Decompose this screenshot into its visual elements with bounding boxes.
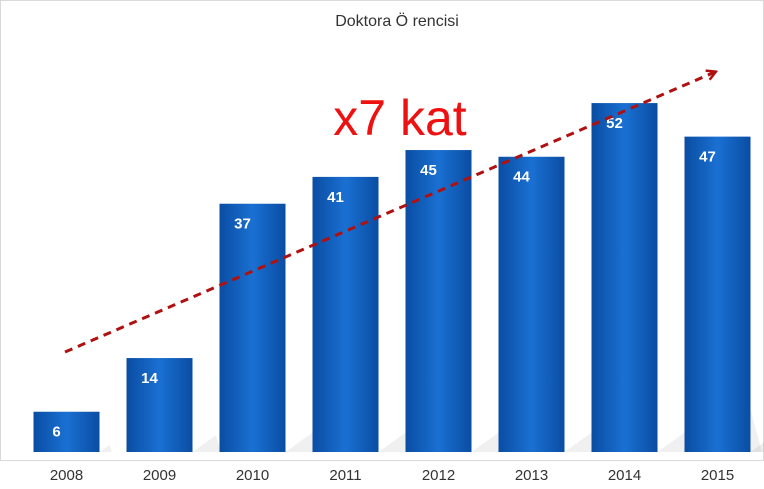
x-tick-label: 2011 [329, 467, 361, 484]
data-label: 37 [234, 216, 251, 233]
bar [405, 150, 472, 453]
bar [684, 136, 751, 452]
data-label: 45 [420, 162, 437, 179]
chart-title: Doktora Ö rencisi [335, 12, 459, 30]
x-tick-label: 2014 [608, 467, 641, 484]
bar-shadow [750, 442, 764, 452]
bar [312, 176, 379, 452]
data-label: 14 [141, 370, 158, 387]
x-tick-label: 2012 [422, 467, 455, 484]
bar [219, 203, 286, 452]
x-tick-label: 2013 [515, 467, 548, 484]
data-label: 52 [606, 115, 623, 132]
bar [33, 411, 100, 452]
bar [591, 103, 658, 452]
data-label: 44 [513, 169, 530, 186]
bar [498, 156, 565, 452]
bar-shadow [192, 435, 221, 452]
bar [126, 358, 193, 452]
bar-shadow [99, 444, 112, 452]
trend-arrow [64, 72, 715, 354]
x-tick-label: 2010 [236, 467, 269, 484]
data-label: 47 [699, 149, 716, 166]
x-tick-label: 2015 [701, 467, 734, 484]
x-tick-label: 2009 [143, 467, 176, 484]
annotation: x7 kat [333, 90, 467, 146]
data-label: 41 [327, 189, 344, 206]
data-label: 6 [52, 424, 60, 441]
x-tick-label: 2008 [50, 467, 83, 484]
